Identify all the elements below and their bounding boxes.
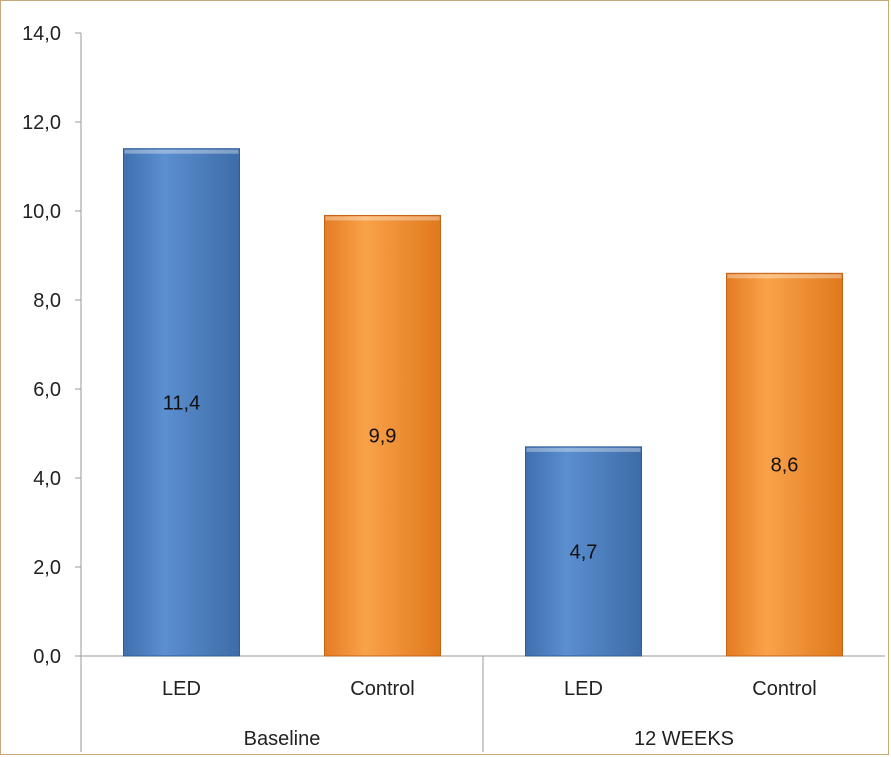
data-label: 11,4 [163, 392, 200, 414]
category-label: Control [350, 678, 414, 700]
y-tick-label: 10,0 [22, 201, 61, 223]
bar [525, 446, 642, 657]
y-tick-label: 8,0 [33, 290, 61, 312]
category-label: LED [564, 678, 603, 700]
y-tick-label: 4,0 [33, 468, 61, 490]
bars [123, 148, 843, 657]
data-label: 4,7 [570, 541, 598, 563]
group-label: 12 WEEKS [634, 728, 734, 750]
bar-highlight [124, 149, 239, 154]
data-label: 9,9 [369, 426, 397, 448]
bar-highlight [727, 274, 842, 279]
y-tick-label: 12,0 [22, 112, 61, 134]
category-label: Control [752, 678, 816, 700]
y-tick-label: 0,0 [33, 646, 61, 668]
bar-highlight [526, 447, 641, 452]
category-label: LED [162, 678, 201, 700]
labels: 11,4 LED 9,9 Control Baseline 4,7 LED 8,6 Contro… [162, 392, 817, 750]
group-label: Baseline [244, 728, 321, 750]
bar-highlight [325, 216, 440, 221]
y-tick-label: 6,0 [33, 379, 61, 401]
bar [726, 272, 843, 657]
bar [123, 148, 240, 657]
bar [324, 214, 441, 657]
data-label: 8,6 [771, 455, 799, 477]
y-tick-label: 2,0 [33, 557, 61, 579]
y-tick-label: 14,0 [22, 23, 61, 45]
